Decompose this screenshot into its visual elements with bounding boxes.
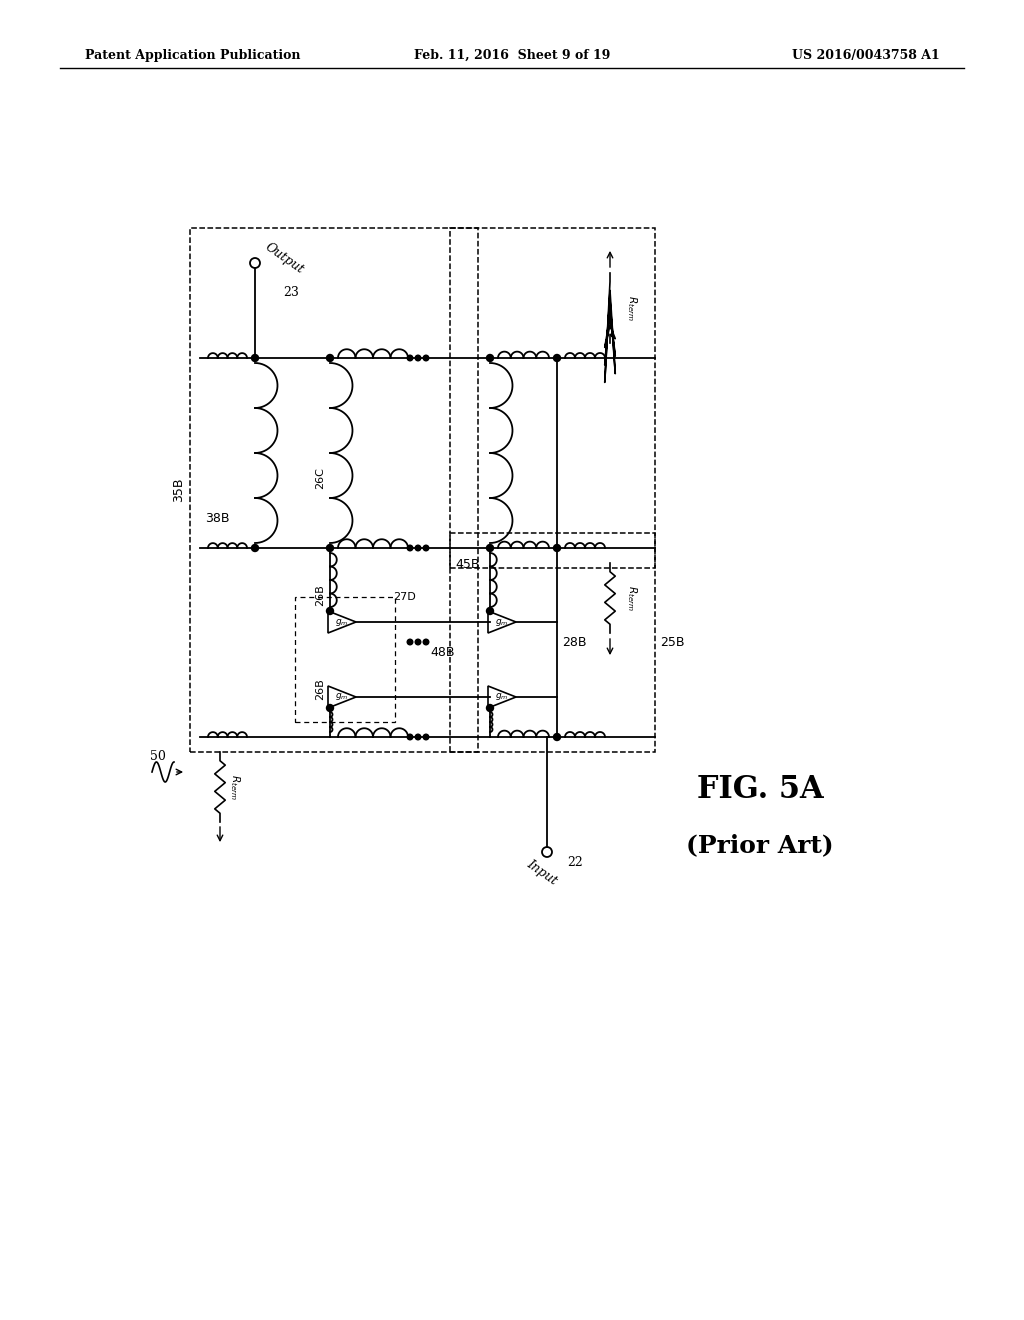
Text: US 2016/0043758 A1: US 2016/0043758 A1 (793, 49, 940, 62)
Text: 27D: 27D (393, 591, 416, 602)
Text: $g_m$: $g_m$ (335, 692, 349, 702)
Circle shape (327, 544, 334, 552)
Circle shape (327, 705, 334, 711)
Circle shape (327, 355, 334, 362)
Bar (450, 533, 655, 752)
Circle shape (486, 607, 494, 615)
Text: 26B: 26B (315, 585, 325, 606)
Text: 45B: 45B (455, 558, 479, 572)
Text: 26C: 26C (315, 467, 325, 488)
Text: 26B: 26B (315, 678, 325, 700)
Text: $g_m$: $g_m$ (496, 692, 509, 702)
Bar (450, 228, 655, 568)
Text: 48B: 48B (430, 645, 455, 659)
Text: 38B: 38B (205, 511, 229, 524)
Circle shape (554, 355, 560, 362)
Circle shape (408, 355, 413, 360)
Circle shape (327, 607, 334, 615)
Bar (190, 228, 478, 752)
Circle shape (554, 734, 560, 741)
Text: $R_{term}$: $R_{term}$ (228, 774, 242, 800)
Text: $R_{term}$: $R_{term}$ (625, 294, 639, 321)
Bar (295, 597, 395, 722)
Text: 50: 50 (150, 750, 166, 763)
Text: 25B: 25B (660, 635, 684, 648)
Text: Patent Application Publication: Patent Application Publication (85, 49, 300, 62)
Text: Output: Output (263, 240, 307, 276)
Circle shape (486, 355, 494, 362)
Text: Input: Input (524, 857, 560, 887)
Circle shape (423, 734, 429, 739)
Circle shape (486, 544, 494, 552)
Text: 35B: 35B (172, 478, 185, 502)
Circle shape (252, 544, 258, 552)
Circle shape (486, 705, 494, 711)
Circle shape (415, 545, 421, 550)
Text: $g_m$: $g_m$ (335, 616, 349, 627)
Circle shape (408, 639, 413, 644)
Circle shape (252, 355, 258, 362)
Text: 23: 23 (283, 286, 299, 300)
Circle shape (408, 545, 413, 550)
Text: Feb. 11, 2016  Sheet 9 of 19: Feb. 11, 2016 Sheet 9 of 19 (414, 49, 610, 62)
Circle shape (423, 545, 429, 550)
Text: FIG. 5A: FIG. 5A (696, 775, 823, 805)
Circle shape (415, 639, 421, 644)
Text: $R_{term}$: $R_{term}$ (625, 585, 639, 611)
Circle shape (554, 544, 560, 552)
Text: (Prior Art): (Prior Art) (686, 833, 834, 857)
Circle shape (415, 734, 421, 739)
Text: 28B: 28B (562, 635, 587, 648)
Circle shape (415, 355, 421, 360)
Circle shape (423, 639, 429, 644)
Circle shape (408, 734, 413, 739)
Text: $g_m$: $g_m$ (496, 616, 509, 627)
Circle shape (423, 355, 429, 360)
Text: 22: 22 (567, 855, 583, 869)
